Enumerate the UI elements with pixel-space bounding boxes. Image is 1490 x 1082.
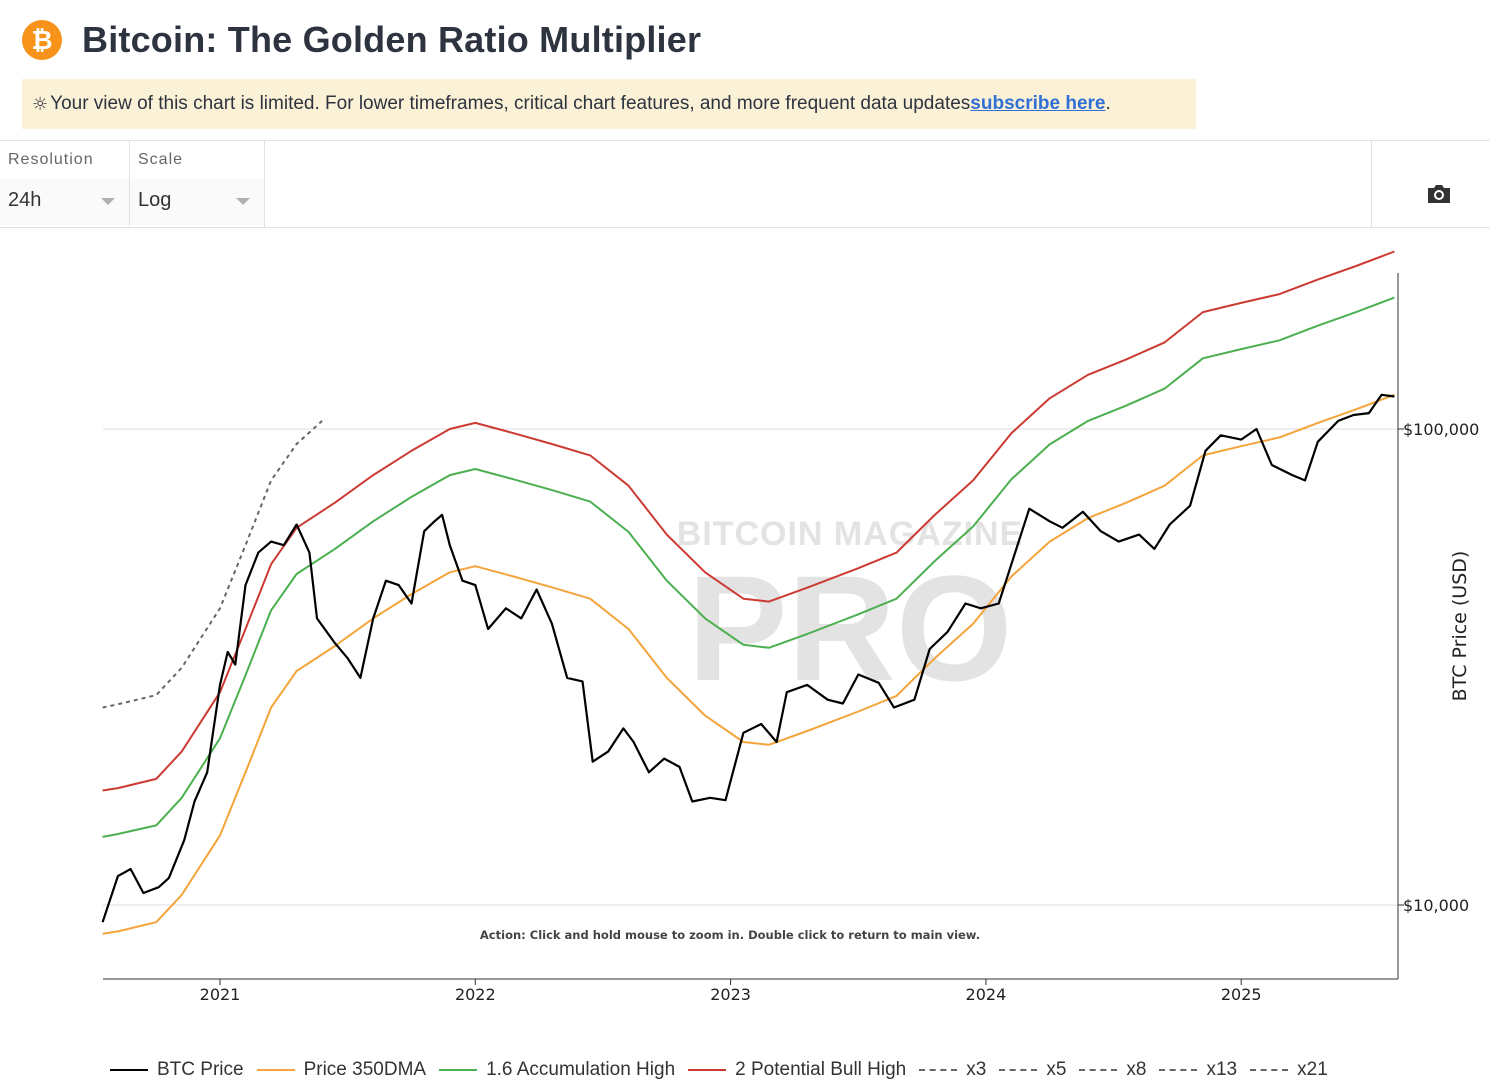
x-tick-label: 2021 bbox=[200, 985, 241, 1004]
camera-icon bbox=[1428, 185, 1450, 203]
legend-item[interactable]: x21 bbox=[1250, 1059, 1328, 1081]
chart-legend: BTC Price Price 350DMA 1.6 Accumulation Hi… bbox=[110, 1058, 1341, 1082]
y-tick-label: $10,000 bbox=[1403, 896, 1469, 915]
legend-label: x21 bbox=[1297, 1059, 1328, 1080]
legend-item[interactable]: x5 bbox=[999, 1059, 1066, 1081]
legend-swatch bbox=[256, 1069, 295, 1071]
legend-label: x5 bbox=[1046, 1059, 1067, 1080]
legend-swatch bbox=[688, 1069, 727, 1071]
series-price-350dma bbox=[102, 393, 1395, 935]
legend-item[interactable]: BTC Price bbox=[110, 1059, 244, 1081]
series-btc-price bbox=[101, 393, 1395, 923]
legend-swatch bbox=[439, 1069, 478, 1071]
scale-value: Log bbox=[138, 189, 172, 211]
legend-swatch bbox=[919, 1069, 958, 1071]
subscribe-link[interactable]: subscribe here bbox=[970, 93, 1106, 114]
chart-controls: Resolution 24h Scale Log bbox=[0, 140, 1490, 228]
page-header: ₿ Bitcoin: The Golden Ratio Multiplier bbox=[22, 16, 701, 64]
series-1-6-accumulation-high bbox=[102, 296, 1395, 838]
bitcoin-logo-icon: ₿ bbox=[22, 20, 62, 60]
x-tick-label: 2022 bbox=[455, 985, 496, 1004]
resolution-select[interactable]: 24h bbox=[0, 179, 129, 225]
legend-label: 1.6 Accumulation High bbox=[486, 1059, 676, 1080]
scale-control: Scale Log bbox=[130, 141, 265, 227]
scale-select[interactable]: Log bbox=[130, 179, 264, 225]
legend-label: x8 bbox=[1126, 1059, 1147, 1080]
screenshot-button[interactable] bbox=[1371, 141, 1490, 227]
series-x3 bbox=[102, 420, 323, 709]
resolution-label: Resolution bbox=[8, 151, 94, 168]
sun-icon: ☼ bbox=[32, 93, 49, 115]
x-tick-label: 2023 bbox=[710, 985, 751, 1004]
legend-label: 2 Potential Bull High bbox=[735, 1059, 907, 1080]
limited-view-banner: ☼ Your view of this chart is limited. Fo… bbox=[22, 79, 1196, 129]
legend-label: x3 bbox=[966, 1059, 987, 1080]
legend-item[interactable]: 1.6 Accumulation High bbox=[439, 1059, 675, 1081]
legend-item[interactable]: 2 Potential Bull High bbox=[688, 1059, 906, 1081]
legend-label: BTC Price bbox=[157, 1059, 244, 1080]
x-tick-label: 2025 bbox=[1221, 985, 1262, 1004]
x-tick-label: 2024 bbox=[966, 985, 1007, 1004]
legend-item[interactable]: Price 350DMA bbox=[256, 1059, 427, 1081]
legend-label: Price 350DMA bbox=[303, 1059, 427, 1080]
banner-suffix: . bbox=[1105, 93, 1111, 114]
legend-swatch bbox=[1159, 1069, 1198, 1071]
y-axis-label: BTC Price (USD) bbox=[1449, 551, 1471, 702]
legend-swatch bbox=[999, 1069, 1038, 1071]
legend-item[interactable]: x3 bbox=[919, 1059, 986, 1081]
chevron-down-icon bbox=[101, 198, 115, 205]
watermark-bottom: PRO bbox=[687, 544, 1012, 712]
resolution-control: Resolution 24h bbox=[0, 141, 130, 227]
zoom-annotation: Action: Click and hold mouse to zoom in.… bbox=[480, 928, 980, 942]
y-tick-label: $100,000 bbox=[1403, 420, 1479, 439]
scale-label: Scale bbox=[138, 151, 184, 168]
legend-item[interactable]: x8 bbox=[1079, 1059, 1146, 1081]
page-title: Bitcoin: The Golden Ratio Multiplier bbox=[82, 19, 702, 60]
legend-swatch bbox=[110, 1069, 148, 1071]
resolution-value: 24h bbox=[8, 189, 42, 211]
legend-swatch bbox=[1250, 1069, 1289, 1071]
legend-swatch bbox=[1079, 1069, 1118, 1071]
series-2-potential-bull-high bbox=[102, 250, 1395, 792]
legend-item[interactable]: x13 bbox=[1159, 1059, 1237, 1081]
legend-label: x13 bbox=[1206, 1059, 1238, 1080]
banner-text: Your view of this chart is limited. For … bbox=[50, 93, 971, 114]
chevron-down-icon bbox=[236, 198, 250, 205]
